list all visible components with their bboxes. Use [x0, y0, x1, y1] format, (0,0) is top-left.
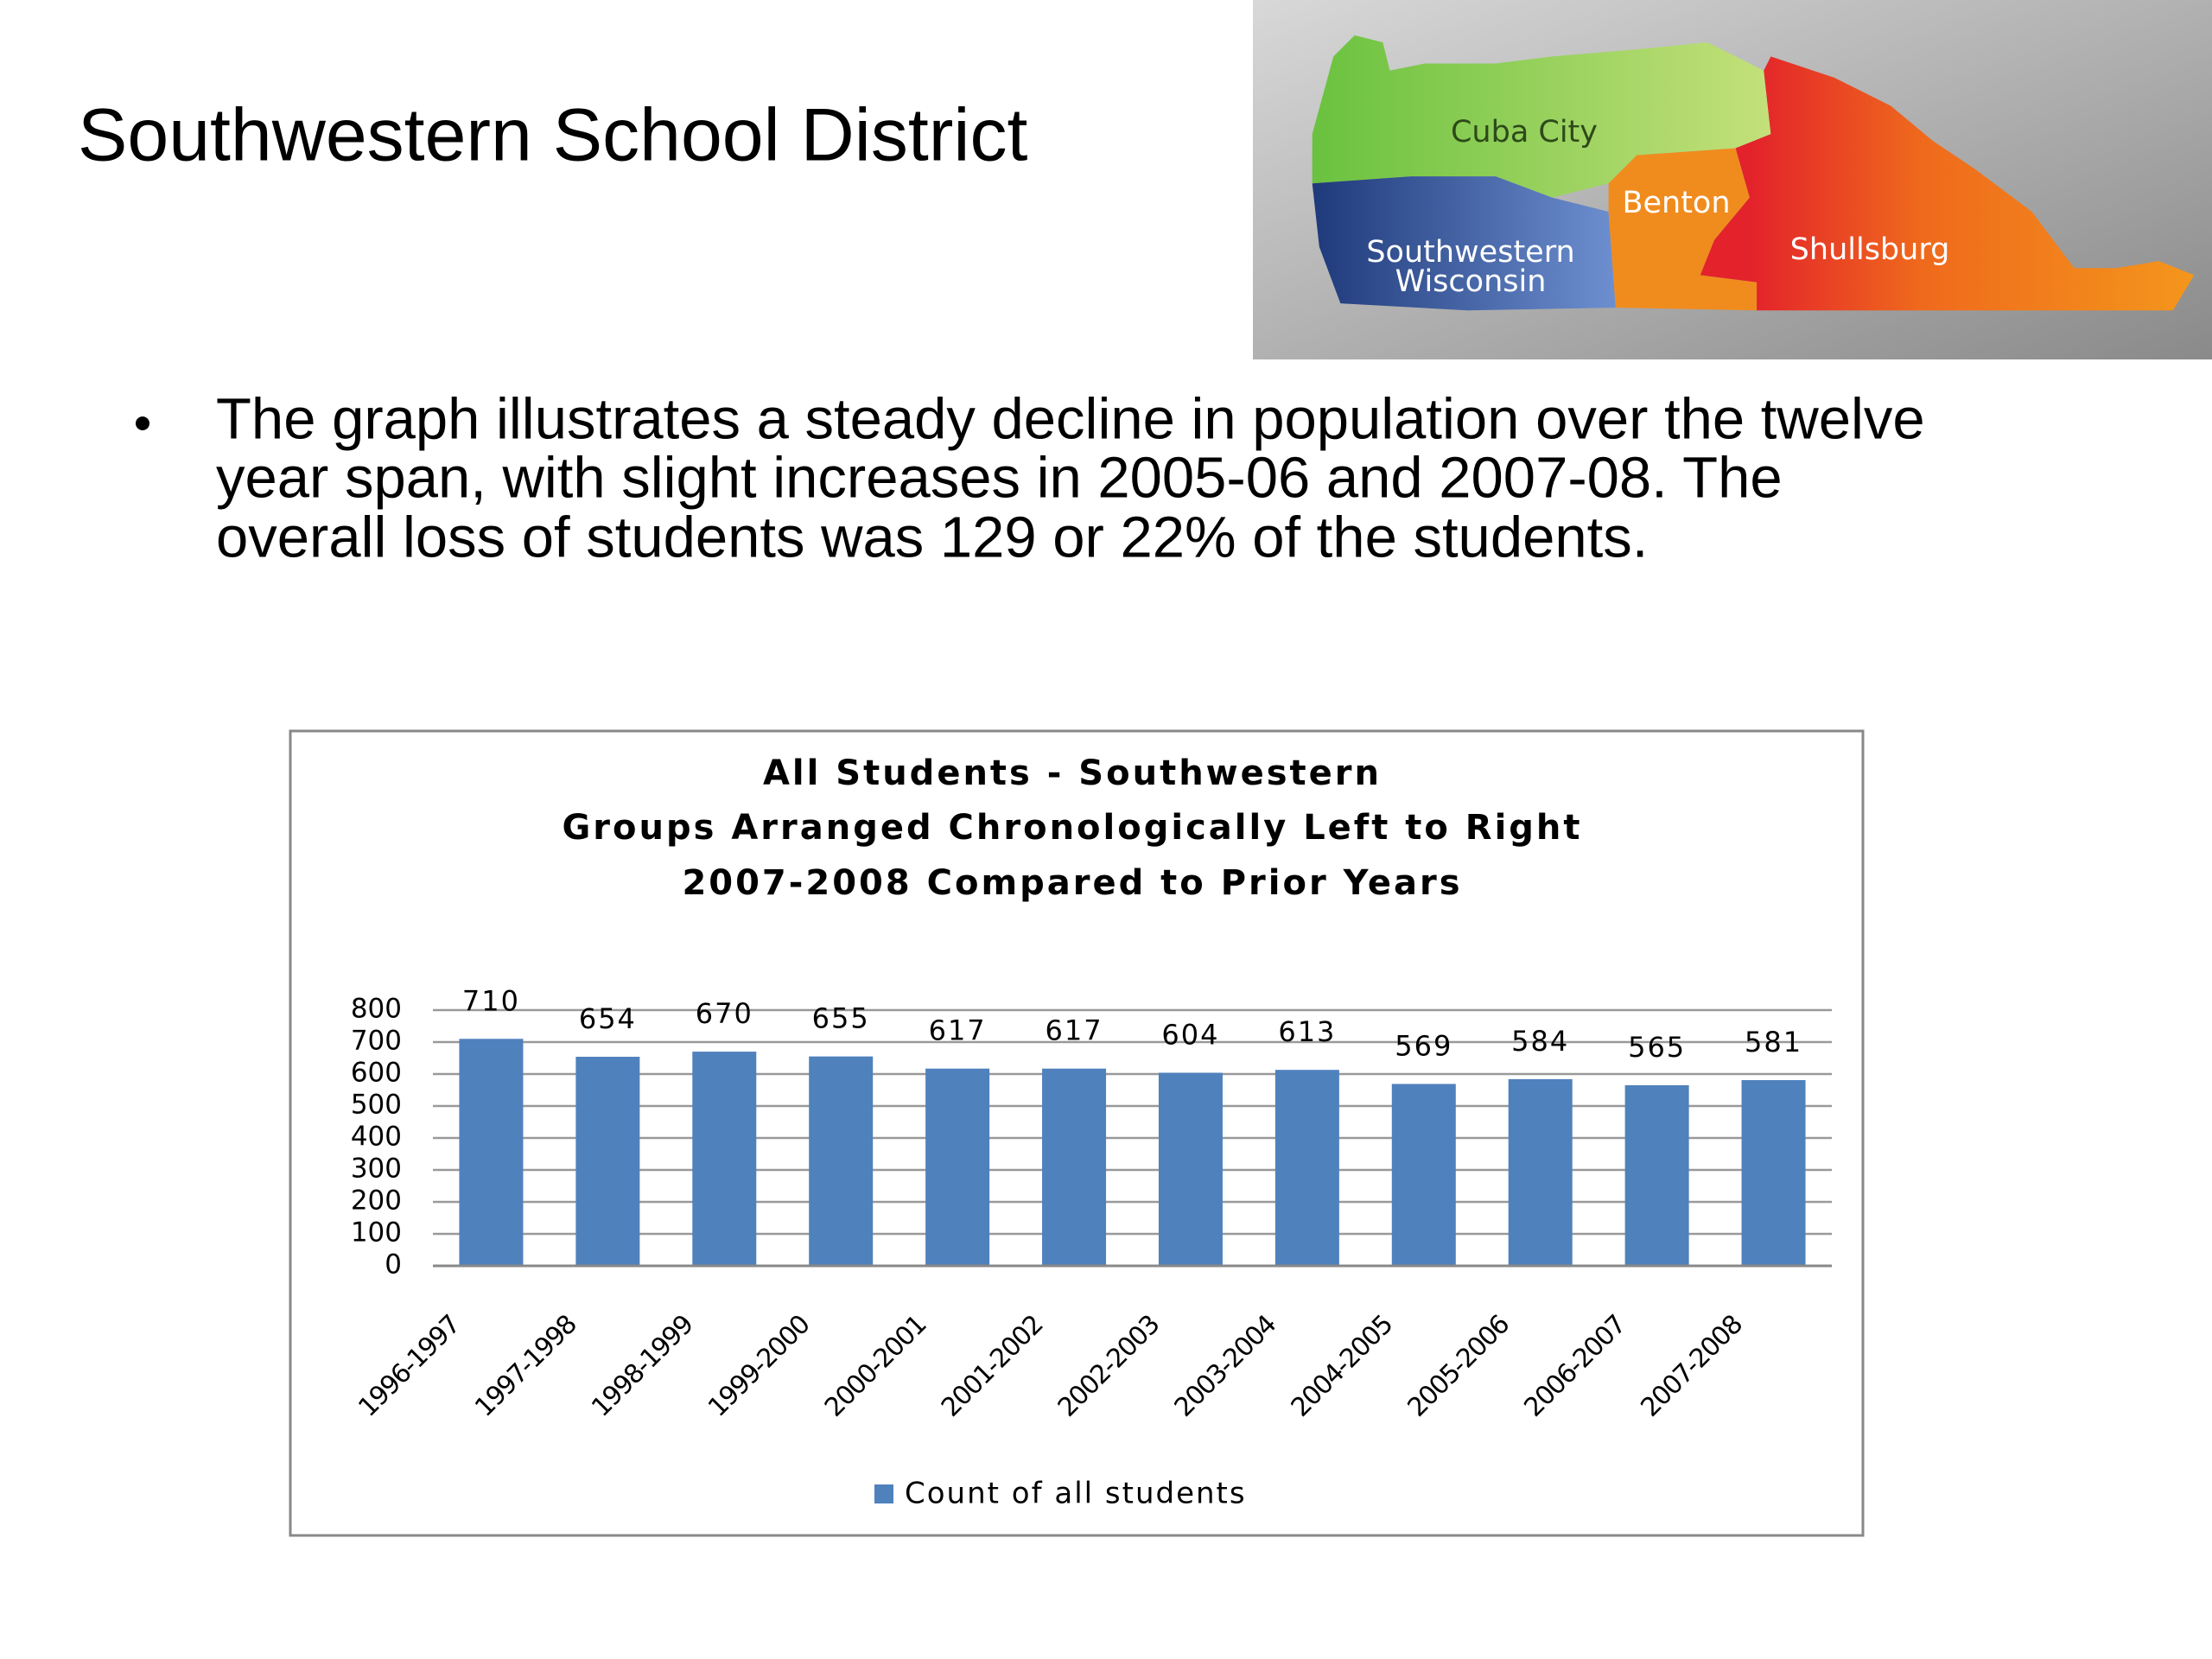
- map-label: Wisconsin: [1395, 264, 1547, 299]
- bar: [1158, 1072, 1223, 1266]
- bar: [1741, 1080, 1806, 1266]
- legend-swatch: [874, 1484, 893, 1503]
- bullet-line: year span, with slight increases in 2005…: [216, 446, 1783, 511]
- bar: [809, 1056, 874, 1266]
- value-label: 617: [1046, 1014, 1103, 1047]
- bar: [1391, 1084, 1456, 1266]
- slide-title: Southwestern School District: [78, 94, 1027, 177]
- value-label: 670: [696, 997, 753, 1030]
- y-tick-label: 600: [351, 1058, 402, 1089]
- value-label: 654: [579, 1002, 637, 1035]
- bar: [692, 1052, 757, 1266]
- value-label: 565: [1628, 1031, 1686, 1064]
- y-tick-label: 100: [351, 1217, 402, 1249]
- bar: [1042, 1068, 1107, 1266]
- value-label: 569: [1395, 1029, 1452, 1062]
- bar: [1508, 1078, 1573, 1266]
- map-region: [1608, 148, 1758, 311]
- map-region: [1312, 176, 1616, 311]
- bullet-line: overall loss of students was 129 or 22% …: [216, 505, 1648, 570]
- map: Cuba City Benton Southwestern Wisconsin …: [1253, 0, 2212, 359]
- value-label: 613: [1278, 1015, 1336, 1048]
- map-region: [1700, 56, 2195, 311]
- bar: [459, 1039, 524, 1266]
- value-label: 655: [812, 1002, 870, 1035]
- y-tick-label: 700: [351, 1026, 402, 1057]
- legend-label: Count of all students: [905, 1477, 1247, 1511]
- y-tick-label: 200: [351, 1185, 402, 1217]
- value-label: 604: [1161, 1019, 1219, 1052]
- bar: [1274, 1070, 1339, 1266]
- chart-title: All Students - Southwestern: [763, 753, 1382, 793]
- map-label: Benton: [1622, 186, 1730, 220]
- y-tick-label: 500: [351, 1090, 402, 1121]
- y-tick-label: 400: [351, 1122, 402, 1153]
- y-tick-label: 0: [385, 1249, 402, 1281]
- map-label: Cuba City: [1451, 115, 1598, 149]
- bullet-line: The graph illustrates a steady decline i…: [216, 387, 1925, 452]
- value-label: 584: [1511, 1025, 1569, 1058]
- value-label: 617: [929, 1014, 987, 1047]
- bullet-dot: [136, 416, 149, 430]
- bar: [925, 1068, 990, 1266]
- y-tick-label: 300: [351, 1154, 402, 1185]
- chart-subtitle: 2007-2008 Compared to Prior Years: [682, 863, 1462, 903]
- value-label: 710: [462, 984, 520, 1017]
- chart-subtitle: Groups Arranged Chronologically Left to …: [562, 808, 1582, 848]
- map-region: [1312, 35, 1771, 198]
- bar: [1624, 1084, 1689, 1266]
- bar: [575, 1057, 640, 1266]
- map-label: Shullsburg: [1790, 232, 1950, 267]
- y-tick-label: 800: [351, 994, 402, 1025]
- map-label: Southwestern: [1366, 235, 1574, 270]
- value-label: 581: [1745, 1026, 1802, 1058]
